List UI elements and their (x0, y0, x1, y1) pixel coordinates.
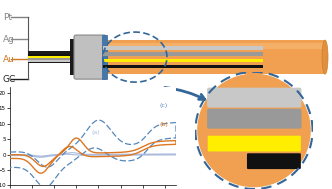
Bar (28, 54, 73, 56)
Bar (102, 35, 107, 79)
Bar (28, 58, 73, 60)
Bar (105, 43, 325, 49)
Ellipse shape (103, 40, 108, 74)
Ellipse shape (322, 40, 328, 74)
Bar (103, 65, 263, 68)
Text: GC: GC (3, 75, 16, 84)
FancyBboxPatch shape (207, 109, 301, 129)
Bar (28, 51, 73, 63)
Text: (a): (a) (91, 130, 100, 135)
Bar (103, 59, 263, 62)
Bar (103, 46, 263, 50)
FancyBboxPatch shape (208, 136, 301, 152)
Text: (b): (b) (159, 122, 168, 127)
Bar (28, 56, 73, 58)
Circle shape (197, 74, 311, 187)
Bar (70, 39, 76, 75)
Text: Pt: Pt (3, 12, 12, 22)
FancyBboxPatch shape (247, 153, 301, 169)
Bar (28, 60, 73, 62)
FancyBboxPatch shape (207, 88, 301, 108)
Bar (103, 52, 263, 56)
FancyBboxPatch shape (74, 35, 106, 79)
Text: (c): (c) (159, 103, 168, 108)
Bar (105, 40, 325, 74)
Text: Au: Au (3, 55, 15, 64)
Text: Ag: Ag (3, 35, 15, 43)
